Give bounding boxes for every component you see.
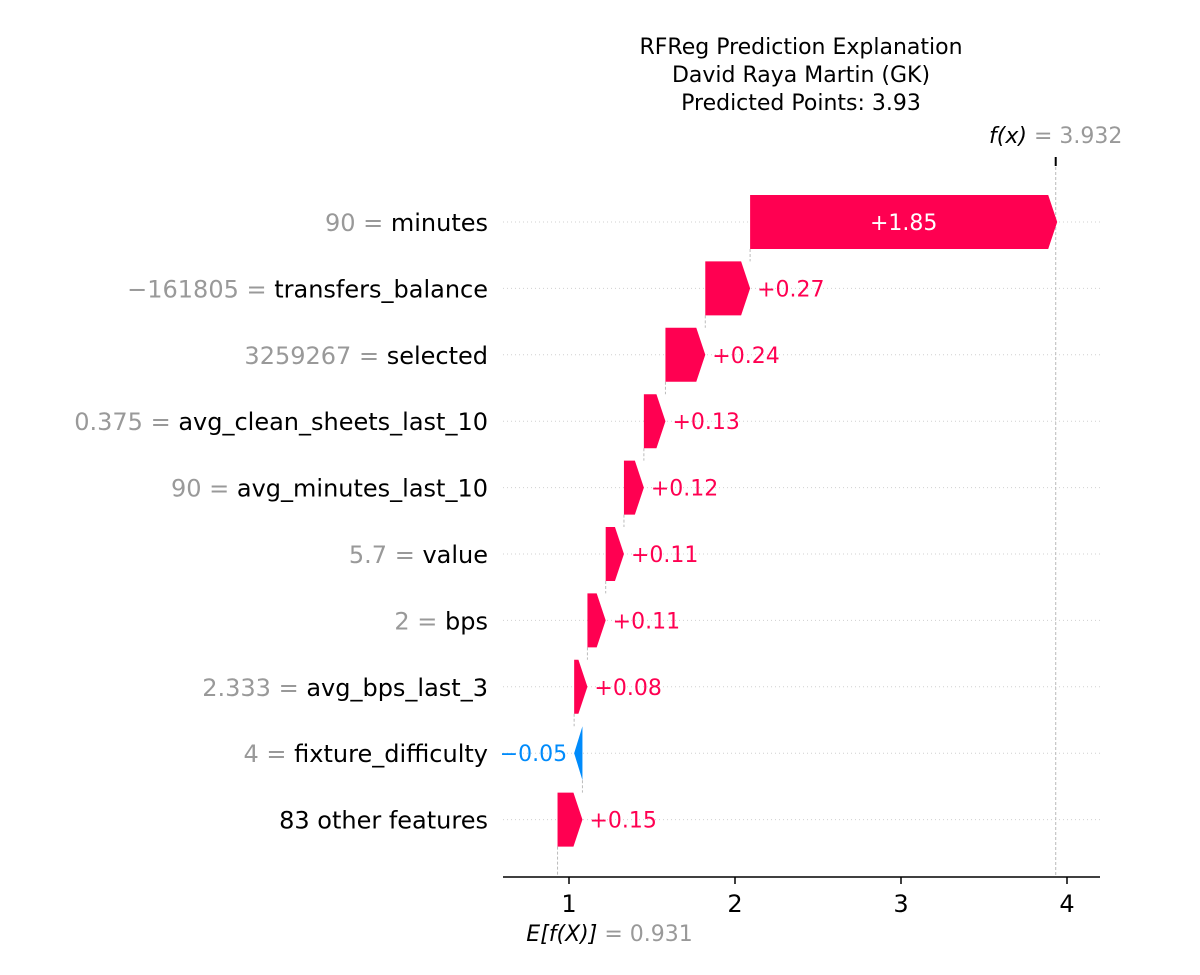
feature-label-7: 2 = bps bbox=[394, 607, 488, 635]
feature-name-7: bps bbox=[445, 607, 488, 635]
x-tick-label-3: 3 bbox=[893, 890, 908, 918]
x-tick-label-2: 2 bbox=[727, 890, 742, 918]
contribution-bars bbox=[557, 195, 1058, 847]
bar-label-7: +0.11 bbox=[613, 609, 680, 634]
bar-label-8: +0.08 bbox=[594, 676, 661, 701]
feature-label-8: 2.333 = avg_bps_last_3 bbox=[202, 674, 488, 702]
feature-value-8: 2.333 = bbox=[202, 674, 306, 702]
base-value-annotation: E[f(X)] = 0.931 bbox=[526, 922, 692, 947]
feature-name-6: value bbox=[422, 541, 488, 569]
feature-name-3: selected bbox=[387, 342, 488, 370]
feature-name-10: 83 other features bbox=[279, 807, 488, 835]
feature-value-5: 90 = bbox=[171, 475, 237, 503]
feature-label-6: 5.7 = value bbox=[349, 541, 488, 569]
base-value-number: = 0.931 bbox=[604, 922, 692, 947]
bar-3 bbox=[665, 327, 706, 382]
bar-label-5: +0.12 bbox=[651, 477, 718, 502]
chart-title: RFReg Prediction Explanation David Raya M… bbox=[639, 35, 962, 116]
x-axis: 1 2 3 4 bbox=[503, 876, 1100, 918]
bar-label-1: +1.85 bbox=[870, 211, 937, 236]
bar-9 bbox=[574, 726, 583, 781]
prediction-symbol: f(x) bbox=[989, 124, 1034, 149]
feature-value-6: 5.7 = bbox=[349, 541, 423, 569]
feature-label-3: 3259267 = selected bbox=[244, 342, 488, 370]
feature-name-1: minutes bbox=[391, 209, 488, 237]
bar-6 bbox=[605, 527, 624, 581]
feature-name-9: fixture_difficulty bbox=[294, 740, 488, 768]
feature-name-2: transfers_balance bbox=[274, 275, 488, 303]
reference-lines bbox=[557, 157, 1057, 877]
row-gridlines bbox=[503, 221, 1100, 821]
bar-4 bbox=[643, 394, 666, 449]
bar-1 bbox=[750, 195, 1058, 249]
feature-name-5: avg_minutes_last_10 bbox=[237, 475, 488, 503]
feature-name-8: avg_bps_last_3 bbox=[306, 674, 488, 702]
title-line-1: RFReg Prediction Explanation bbox=[639, 35, 962, 60]
bar-label-2: +0.27 bbox=[757, 277, 824, 302]
prediction-value: = 3.932 bbox=[1034, 124, 1122, 149]
bar-label-9: −0.05 bbox=[500, 742, 567, 767]
x-tick-label-1: 1 bbox=[561, 890, 576, 918]
feature-value-4: 0.375 = bbox=[74, 408, 178, 436]
feature-value-9: 4 = bbox=[244, 740, 295, 768]
feature-label-2: −161805 = transfers_balance bbox=[127, 275, 488, 303]
feature-value-2: −161805 = bbox=[127, 275, 274, 303]
feature-label-4: 0.375 = avg_clean_sheets_last_10 bbox=[74, 408, 488, 436]
prediction-label: f(x) = 3.932 bbox=[989, 124, 1122, 149]
bar-label-6: +0.11 bbox=[631, 543, 698, 568]
title-line-2: David Raya Martin (GK) bbox=[672, 63, 930, 88]
bar-label-3: +0.24 bbox=[712, 344, 779, 369]
feature-label-9: 4 = fixture_difficulty bbox=[244, 740, 488, 768]
prediction-annotation: f(x) = 3.932 bbox=[989, 124, 1122, 149]
bar-label-10: +0.15 bbox=[589, 809, 656, 834]
title-line-3: Predicted Points: 3.93 bbox=[681, 91, 921, 116]
feature-value-1: 90 = bbox=[325, 209, 391, 237]
feature-label-1: 90 = minutes bbox=[325, 209, 488, 237]
bar-7 bbox=[587, 593, 606, 648]
base-value-symbol: E[f(X)] bbox=[526, 922, 604, 947]
bar-2 bbox=[705, 261, 751, 316]
feature-label-10: 83 other features bbox=[279, 807, 488, 835]
bar-label-4: +0.13 bbox=[672, 410, 739, 435]
feature-value-7: 2 = bbox=[394, 607, 445, 635]
x-tick-label-4: 4 bbox=[1059, 890, 1074, 918]
bar-10 bbox=[557, 792, 583, 847]
base-value-label: E[f(X)] = 0.931 bbox=[526, 922, 692, 947]
bar-8 bbox=[574, 659, 588, 714]
feature-name-4: avg_clean_sheets_last_10 bbox=[178, 408, 488, 436]
feature-labels: +1.85 90 = minutes +0.27 −161805 = transfer… bbox=[74, 209, 937, 835]
feature-value-3: 3259267 = bbox=[244, 342, 386, 370]
bar-5 bbox=[623, 460, 644, 515]
feature-label-5: 90 = avg_minutes_last_10 bbox=[171, 475, 488, 503]
